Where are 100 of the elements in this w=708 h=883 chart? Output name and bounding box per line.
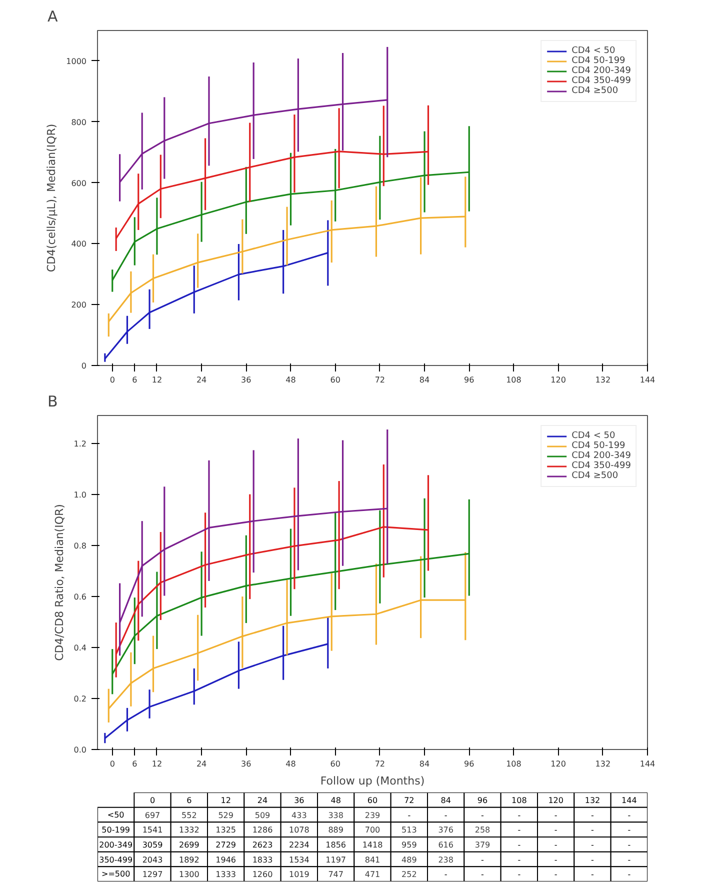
data-label: 433 <box>292 810 307 820</box>
data-label: 2043 <box>142 855 163 864</box>
data-label: 1019 <box>288 870 310 880</box>
y-axis-title: CD4/CD8 Ratio, Median(IQR) <box>52 504 66 661</box>
x-tick-label: 48 <box>286 760 296 768</box>
x-tick-label: 108 <box>506 376 522 384</box>
x-tick-label: 108 <box>506 760 522 768</box>
data-label: 2729 <box>216 840 236 850</box>
data-label: 1300 <box>178 870 200 880</box>
data-label: 1333 <box>216 870 236 880</box>
text: - <box>481 855 484 864</box>
text: - <box>444 870 448 880</box>
text: - <box>518 840 521 850</box>
text: - <box>591 826 594 835</box>
text: - <box>408 810 411 820</box>
chart-title: A <box>48 8 58 26</box>
y-tick-label: >=500 <box>101 870 130 879</box>
text: - <box>591 840 594 850</box>
data-label: 1856 <box>326 840 346 850</box>
x-tick-label: 84 <box>440 796 451 805</box>
data-label: 2234 <box>288 840 310 850</box>
x-tick-label: 6 <box>132 760 138 768</box>
legend-label: CD4 < 50 <box>572 46 616 56</box>
text: - <box>481 810 484 820</box>
y-tick-label: 0.6 <box>74 592 87 602</box>
x-tick-label: 96 <box>464 760 474 768</box>
x-tick-label: 72 <box>404 796 414 805</box>
y-tick-label: 800 <box>71 118 87 127</box>
data-label: 1418 <box>362 840 383 850</box>
text: - <box>554 855 558 864</box>
data-label: 3059 <box>142 840 163 850</box>
text: - <box>628 840 631 850</box>
x-tick-label: 60 <box>330 376 340 384</box>
data-label: 2623 <box>252 840 273 850</box>
x-tick-label: 132 <box>584 796 600 805</box>
legend-label: CD4 ≥500 <box>572 471 618 481</box>
data-label: 239 <box>364 810 380 820</box>
legend-label: CD4 ≥500 <box>572 86 618 96</box>
legend-label: CD4 50-199 <box>572 56 626 66</box>
data-label: 1297 <box>142 870 163 880</box>
text: - <box>554 870 558 880</box>
x-tick-label: 24 <box>257 796 268 805</box>
data-label: 1534 <box>288 855 310 864</box>
data-label: 959 <box>402 840 417 850</box>
y-tick-label: 600 <box>71 178 87 188</box>
x-tick-label: 6 <box>132 376 138 384</box>
text: - <box>628 855 631 864</box>
x-tick-label: 0 <box>150 796 156 805</box>
x-tick-label: 24 <box>196 376 207 384</box>
data-label: 700 <box>364 826 380 835</box>
text: - <box>518 826 521 835</box>
y-axis-title: CD4(cells/μL), Median(IQR) <box>45 124 58 272</box>
legend-label: CD4 200-349 <box>572 66 631 76</box>
x-tick-label: 36 <box>294 796 304 805</box>
x-tick-label: 72 <box>374 376 386 384</box>
data-label: 338 <box>328 810 344 820</box>
data-label: 1332 <box>178 826 200 835</box>
x-tick-label: 144 <box>622 796 637 805</box>
data-label: 697 <box>144 810 160 820</box>
x-tick-label: 96 <box>464 376 474 384</box>
y-tick-label: 0.4 <box>74 644 87 653</box>
data-label: 376 <box>438 826 454 835</box>
data-label: 1946 <box>216 855 236 864</box>
legend-label: CD4 200-349 <box>572 451 631 461</box>
text: - <box>554 826 558 835</box>
data-label: 252 <box>402 870 417 880</box>
data-label: 238 <box>438 855 454 864</box>
data-label: 616 <box>438 840 454 850</box>
x-tick-label: 36 <box>241 376 252 384</box>
y-tick-label: 1000 <box>66 56 86 66</box>
text: - <box>518 855 521 864</box>
data-label: 1260 <box>252 870 273 880</box>
x-tick-label: 72 <box>374 760 386 768</box>
text: - <box>591 855 594 864</box>
data-label: 552 <box>182 810 197 820</box>
legend-label: CD4 < 50 <box>572 431 616 441</box>
text: - <box>628 870 631 880</box>
data-label: 1286 <box>252 826 273 835</box>
x-axis-title: Follow up (Months) <box>320 774 425 788</box>
text: - <box>518 870 521 880</box>
x-tick-label: 24 <box>196 760 207 768</box>
y-tick-label: 1.0 <box>74 490 87 500</box>
data-label: 1541 <box>142 826 163 835</box>
y-tick-label: 200 <box>71 300 87 310</box>
x-tick-label: 48 <box>286 376 296 384</box>
data-label: 2699 <box>178 840 200 850</box>
data-label: 513 <box>402 826 417 835</box>
text: - <box>628 826 631 835</box>
x-tick-label: 36 <box>241 760 252 768</box>
y-tick-label: 350-499 <box>99 855 133 864</box>
y-tick-label: <50 <box>107 810 124 820</box>
legend-label: CD4 350-499 <box>572 76 631 86</box>
data-label: 1325 <box>216 826 236 835</box>
x-tick-label: 12 <box>152 760 162 768</box>
data-label: 509 <box>254 810 270 820</box>
x-tick-label: 132 <box>595 376 611 384</box>
data-label: 471 <box>364 870 380 880</box>
data-label: 379 <box>474 840 490 850</box>
x-tick-label: 96 <box>477 796 488 805</box>
text: - <box>518 810 521 820</box>
